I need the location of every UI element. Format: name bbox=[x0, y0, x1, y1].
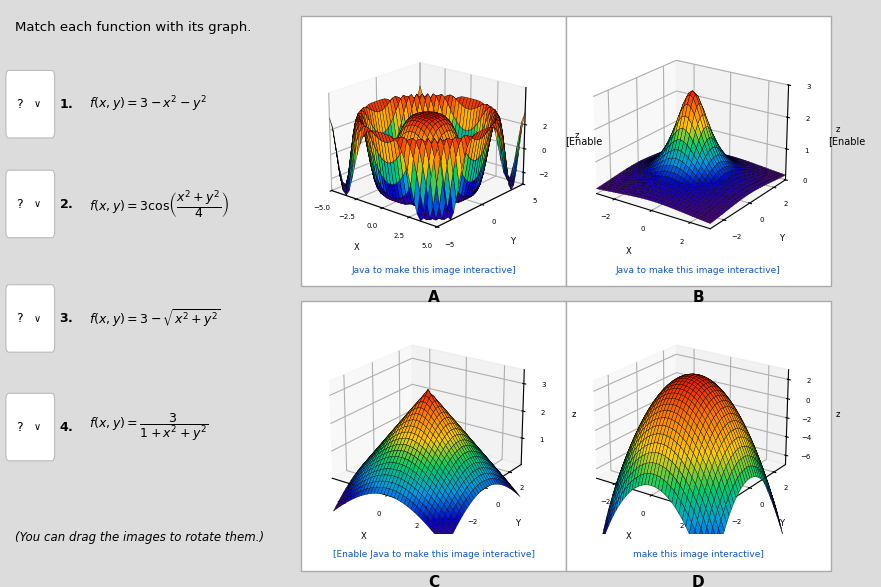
Text: Java to make this image interactive]: Java to make this image interactive] bbox=[616, 265, 781, 275]
Text: ∨: ∨ bbox=[34, 99, 41, 110]
X-axis label: X: X bbox=[361, 531, 366, 541]
Y-axis label: Y: Y bbox=[779, 234, 784, 244]
Text: ∨: ∨ bbox=[34, 313, 41, 324]
Text: ?: ? bbox=[16, 312, 23, 325]
X-axis label: X: X bbox=[626, 247, 631, 256]
Text: A: A bbox=[428, 290, 440, 305]
X-axis label: X: X bbox=[626, 531, 631, 541]
Text: $\mathbf{1.}$: $\mathbf{1.}$ bbox=[59, 98, 73, 111]
Text: $\mathbf{2.}$: $\mathbf{2.}$ bbox=[59, 198, 73, 211]
FancyBboxPatch shape bbox=[6, 393, 55, 461]
Text: $f(x,y) = \dfrac{3}{1+x^2+y^2}$: $f(x,y) = \dfrac{3}{1+x^2+y^2}$ bbox=[88, 412, 208, 443]
Text: ∨: ∨ bbox=[34, 199, 41, 210]
Text: C: C bbox=[428, 575, 440, 587]
Text: B: B bbox=[692, 290, 704, 305]
Text: $\mathbf{3.}$: $\mathbf{3.}$ bbox=[59, 312, 73, 325]
X-axis label: X: X bbox=[353, 242, 359, 252]
FancyBboxPatch shape bbox=[6, 285, 55, 352]
Text: [Enable: [Enable bbox=[828, 136, 865, 146]
FancyBboxPatch shape bbox=[6, 70, 55, 138]
Y-axis label: Y: Y bbox=[779, 519, 784, 528]
FancyBboxPatch shape bbox=[6, 170, 55, 238]
Text: D: D bbox=[692, 575, 705, 587]
Text: $f(x,y) = 3 - x^2 - y^2$: $f(x,y) = 3 - x^2 - y^2$ bbox=[88, 95, 206, 114]
Text: [Enable: [Enable bbox=[566, 136, 603, 146]
Text: ?: ? bbox=[16, 421, 23, 434]
Y-axis label: Y: Y bbox=[515, 519, 520, 528]
Text: Match each function with its graph.: Match each function with its graph. bbox=[15, 21, 251, 33]
Text: [Enable Java to make this image interactive]: [Enable Java to make this image interact… bbox=[333, 550, 535, 559]
Text: ∨: ∨ bbox=[34, 422, 41, 433]
Text: make this image interactive]: make this image interactive] bbox=[633, 550, 764, 559]
Text: $\mathbf{4.}$: $\mathbf{4.}$ bbox=[59, 421, 73, 434]
Text: ?: ? bbox=[16, 98, 23, 111]
Y-axis label: Y: Y bbox=[510, 237, 515, 246]
Text: $f(x,y) = 3\cos\!\left(\dfrac{x^2+y^2}{4}\right)$: $f(x,y) = 3\cos\!\left(\dfrac{x^2+y^2}{4… bbox=[88, 188, 228, 221]
Text: (You can drag the images to rotate them.): (You can drag the images to rotate them.… bbox=[15, 531, 264, 544]
Text: ?: ? bbox=[16, 198, 23, 211]
Text: Java to make this image interactive]: Java to make this image interactive] bbox=[352, 265, 516, 275]
Text: $f(x,y) = 3 - \sqrt{x^2+y^2}$: $f(x,y) = 3 - \sqrt{x^2+y^2}$ bbox=[88, 308, 220, 330]
